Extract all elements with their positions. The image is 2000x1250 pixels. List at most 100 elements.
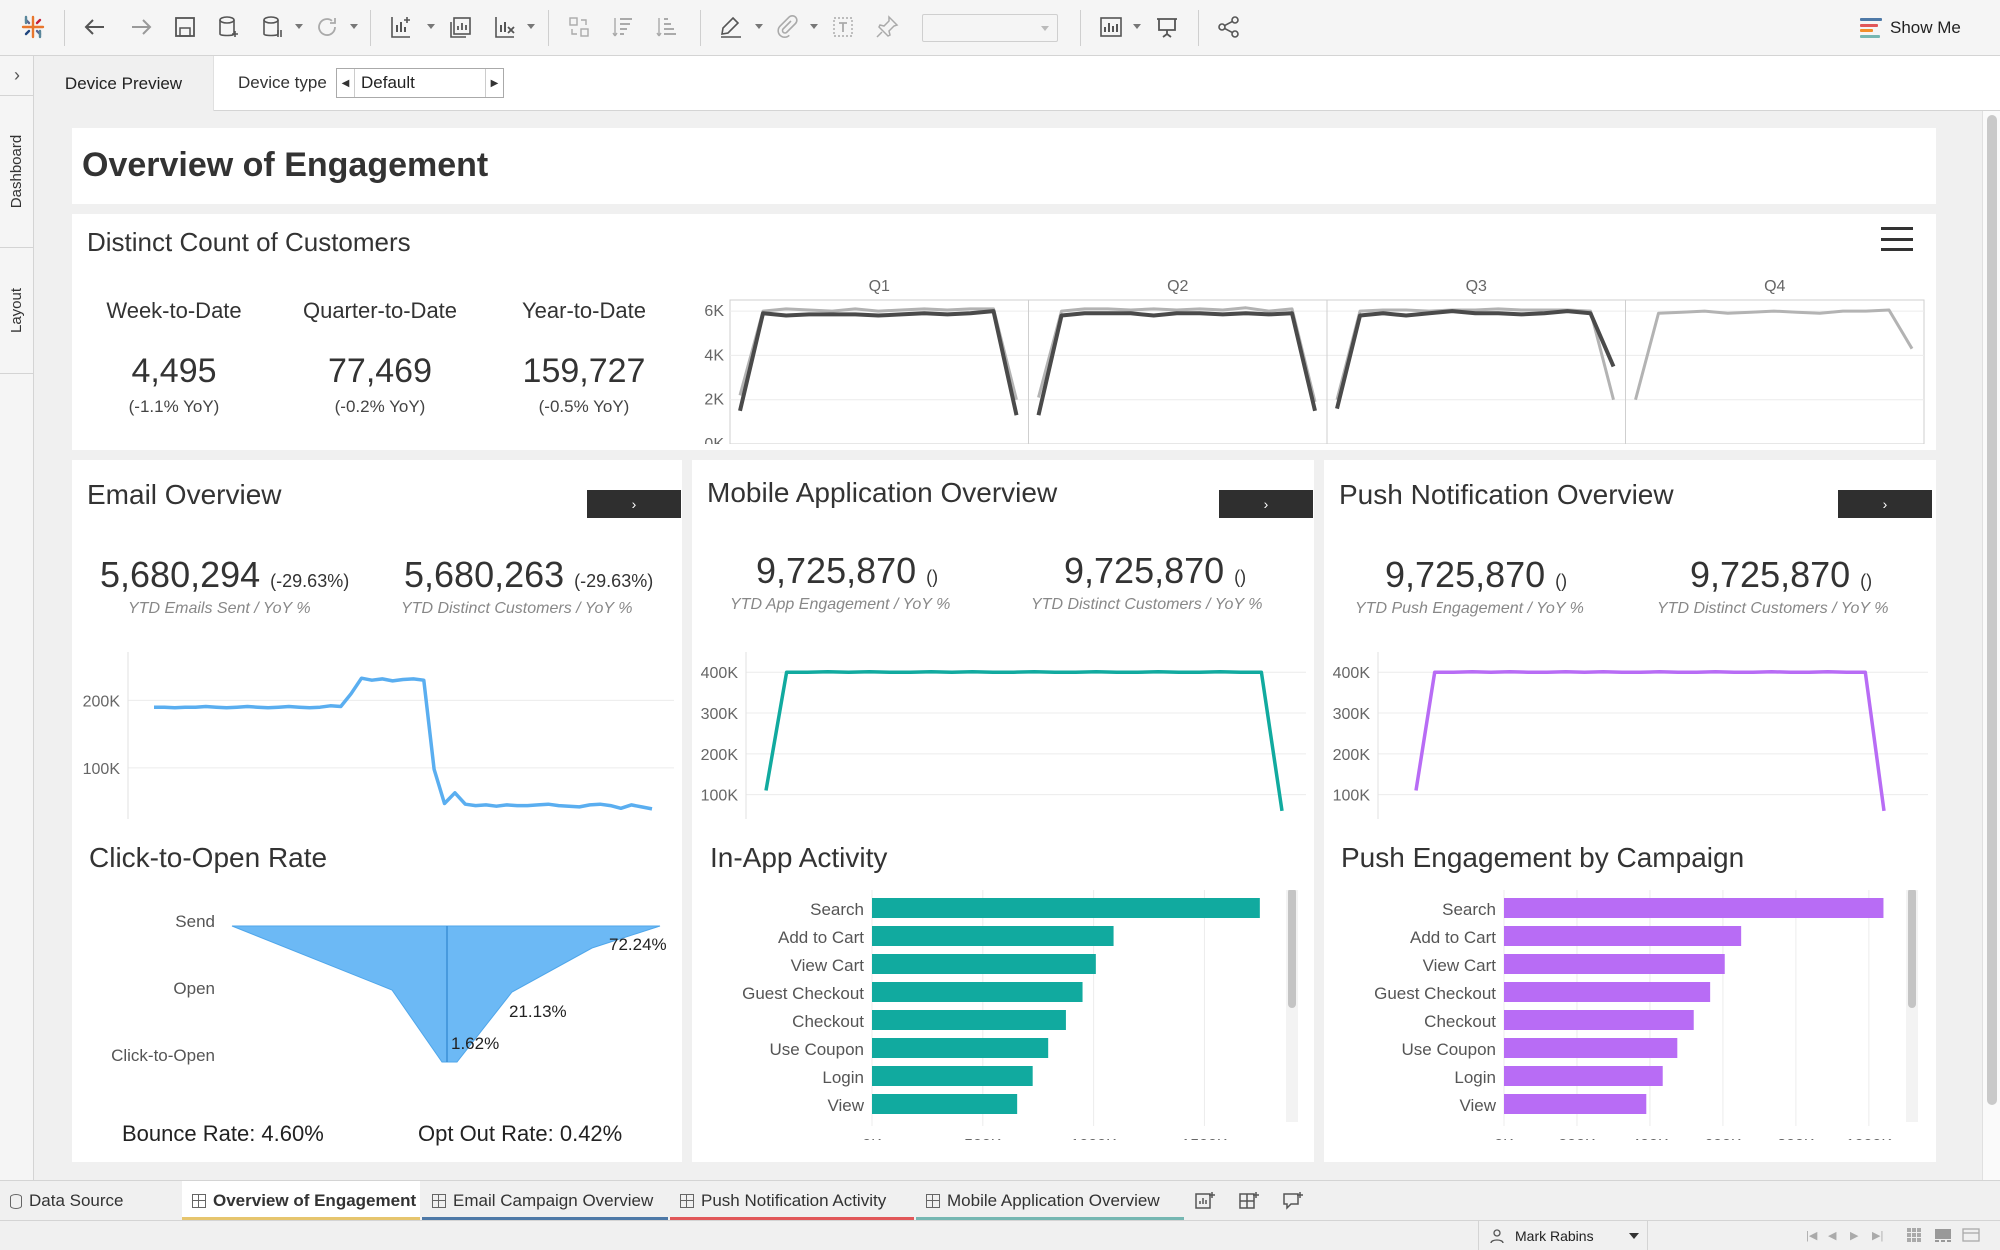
email-nav-button[interactable]: › [587, 490, 681, 518]
show-me-button[interactable]: Show Me [1860, 14, 1961, 42]
sheet-sorter-icon[interactable] [1906, 1227, 1922, 1246]
duplicate-sheet-icon[interactable] [444, 10, 478, 44]
redo-icon[interactable] [124, 10, 158, 44]
mobile-title: Mobile Application Overview [707, 477, 1058, 508]
y-tick-label: 200K [1333, 747, 1371, 764]
push-engagement-caption: YTD Push Engagement / YoY % [1355, 600, 1584, 617]
bar [872, 954, 1096, 974]
group-members-icon[interactable] [770, 10, 804, 44]
series-line [1036, 311, 1317, 416]
show-me-label: Show Me [1890, 18, 1961, 37]
y-tick-label: 300K [1333, 706, 1371, 723]
quarter-label: Q2 [1167, 278, 1188, 295]
push-nav-button[interactable]: › [1838, 490, 1932, 518]
kpi-value: 159,727 [522, 352, 646, 390]
last-sheet-icon[interactable]: ▶| [1872, 1230, 1884, 1242]
user-menu[interactable]: Mark Rabins [1478, 1221, 1648, 1250]
fix-axes-icon[interactable] [870, 10, 904, 44]
kpi-yoy: (-0.2% YoY) [334, 397, 426, 416]
device-preview-button[interactable]: Device Preview [34, 56, 214, 111]
device-type-select[interactable]: ◀ Default ▶ [336, 68, 504, 98]
email-customers-caption: YTD Distinct Customers / YoY % [401, 600, 633, 617]
tableau-logo-icon[interactable] [16, 10, 50, 44]
scrollbar-thumb[interactable] [1987, 115, 1997, 1105]
opt-out-rate: Opt Out Rate: 0.42% [418, 1121, 623, 1146]
filmstrip-icon[interactable] [1934, 1227, 1952, 1246]
swap-rows-columns-icon[interactable] [562, 10, 596, 44]
x-tick-label: 400K [1631, 1137, 1669, 1140]
series-line [764, 670, 1284, 812]
clear-sheet-icon[interactable] [488, 10, 522, 44]
bounce-rate: Bounce Rate: 4.60% [122, 1121, 324, 1146]
fit-dropdown[interactable] [922, 14, 1058, 42]
save-icon[interactable] [168, 10, 202, 44]
left-rail: › Dashboard Layout [0, 56, 34, 1180]
x-tick-label: 800K [1777, 1137, 1815, 1140]
app-engagement-value: 9,725,870 () [756, 550, 939, 591]
first-sheet-icon[interactable]: |◀ [1806, 1230, 1818, 1242]
new-dashboard-tab-icon[interactable] [1236, 1189, 1262, 1213]
status-bar: Mark Rabins |◀ ◀ ▶ ▶| [0, 1220, 2000, 1250]
undo-icon[interactable] [78, 10, 112, 44]
tab-email-campaign-overview[interactable]: Email Campaign Overview [422, 1181, 668, 1221]
quarter-label: Q3 [1466, 278, 1487, 295]
chart-scrollbar-thumb[interactable] [1288, 890, 1296, 1008]
show-cards-icon[interactable] [1094, 10, 1128, 44]
tab-mobile-application-overview[interactable]: Mobile Application Overview [916, 1181, 1184, 1221]
tab-data-source[interactable]: Data Source [0, 1181, 180, 1221]
kpi-value: 4,495 [131, 352, 217, 390]
funnel-value-label: 1.62% [451, 1034, 499, 1053]
sort-ascending-icon[interactable] [606, 10, 640, 44]
presentation-mode-icon[interactable] [1150, 10, 1184, 44]
sort-descending-icon[interactable] [650, 10, 684, 44]
bar [872, 1038, 1049, 1058]
kpi-value: 77,469 [328, 352, 432, 390]
expand-pane-icon[interactable]: › [0, 56, 34, 96]
share-icon[interactable] [1212, 10, 1246, 44]
layout-pane-tab[interactable]: Layout [0, 248, 34, 374]
dashboard-pane-tab[interactable]: Dashboard [0, 96, 34, 248]
bar-category-label: View Cart [791, 956, 865, 975]
kpi-label: Week-to-Date [106, 298, 242, 323]
email-customers-value: 5,680,263 (-29.63%) [404, 554, 654, 595]
mobile-nav-button[interactable]: › [1219, 490, 1313, 518]
bar [1504, 898, 1884, 918]
bar-category-label: Search [810, 900, 864, 919]
funnel-left-area [231, 925, 448, 1063]
toolbar: Show Me [0, 0, 2000, 56]
show-me-icon [1860, 18, 1882, 38]
user-name: Mark Rabins [1515, 1228, 1594, 1244]
tab-overview-of-engagement[interactable]: Overview of Engagement [182, 1181, 420, 1221]
y-tick-label: 6K [704, 303, 724, 320]
device-type-label: Device type [238, 73, 327, 92]
refresh-icon[interactable] [310, 10, 344, 44]
tab-push-notification-activity[interactable]: Push Notification Activity [670, 1181, 914, 1221]
series-line [1335, 307, 1615, 401]
next-device-icon[interactable]: ▶ [485, 69, 503, 97]
new-data-source-icon[interactable] [212, 10, 246, 44]
pause-updates-icon[interactable] [256, 10, 290, 44]
bar [1504, 982, 1711, 1002]
y-tick-label: 100K [701, 788, 739, 805]
vertical-scrollbar[interactable] [1982, 111, 2000, 1180]
push-title: Push Notification Overview [1339, 479, 1674, 510]
show-mark-labels-icon[interactable] [826, 10, 860, 44]
chart-scrollbar-thumb[interactable] [1908, 890, 1916, 1008]
previous-device-icon[interactable]: ◀ [337, 69, 355, 97]
bar-category-label: Use Coupon [1401, 1040, 1496, 1059]
app-engagement-caption: YTD App Engagement / YoY % [730, 596, 951, 613]
bar [1504, 1094, 1647, 1114]
dashboard-title: Overview of Engagement [82, 146, 489, 184]
next-sheet-icon[interactable]: ▶ [1850, 1230, 1859, 1242]
new-worksheet-tab-icon[interactable] [1192, 1189, 1218, 1213]
highlight-icon[interactable] [714, 10, 748, 44]
series-line [154, 676, 653, 811]
cto-title: Click-to-Open Rate [89, 842, 328, 873]
x-tick-label: 0K [1494, 1137, 1514, 1140]
menu-icon[interactable] [1881, 227, 1913, 251]
tabs-view-icon[interactable] [1962, 1227, 1980, 1246]
new-story-tab-icon[interactable] [1280, 1189, 1306, 1213]
bar-category-label: Add to Cart [778, 928, 864, 947]
previous-sheet-icon[interactable]: ◀ [1828, 1230, 1837, 1242]
new-worksheet-icon[interactable] [384, 10, 418, 44]
